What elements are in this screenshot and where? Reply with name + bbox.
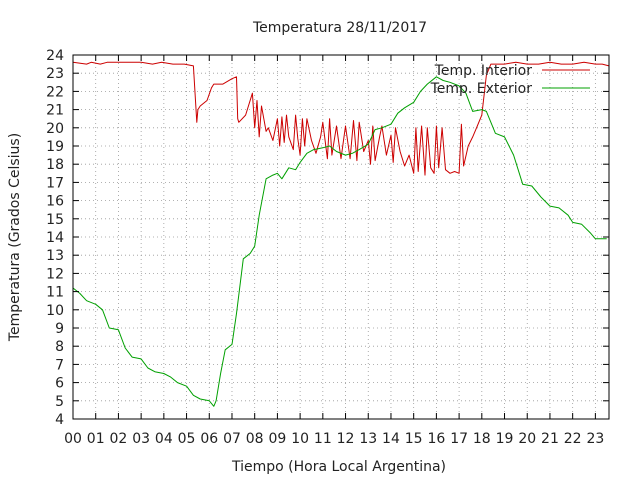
x-tick-label: 03	[132, 431, 150, 447]
legend-label-exterior: Temp. Exterior	[430, 81, 533, 97]
y-tick-label: 24	[46, 48, 64, 64]
x-tick-label: 07	[223, 431, 241, 447]
x-tick-label: 19	[496, 431, 514, 447]
y-tick-label: 21	[46, 103, 64, 119]
x-tick-label: 05	[178, 431, 196, 447]
legend-label-interior: Temp. Interior	[434, 63, 533, 79]
y-tick-label: 11	[46, 285, 64, 301]
y-tick-label: 17	[46, 175, 64, 191]
x-tick-label: 02	[110, 431, 128, 447]
y-tick-label: 12	[46, 266, 64, 282]
y-tick-label: 16	[46, 194, 64, 210]
y-axis-label: Temperatura (Grados Celsius)	[7, 133, 23, 342]
x-tick-label: 22	[564, 431, 582, 447]
x-tick-label: 12	[337, 431, 355, 447]
series-layer	[72, 61, 610, 407]
x-tick-label: 16	[427, 431, 445, 447]
x-tick-label: 09	[268, 431, 286, 447]
series-line-0	[72, 61, 610, 176]
y-tick-label: 7	[55, 357, 64, 373]
y-tick-label: 14	[46, 230, 64, 246]
y-tick-label: 9	[55, 321, 64, 337]
x-tick-label: 23	[586, 431, 604, 447]
y-tick-label: 13	[46, 248, 64, 264]
y-tick-label: 5	[55, 394, 64, 410]
chart-title: Temperatura 28/11/2017	[252, 20, 427, 36]
y-tick-label: 22	[46, 84, 64, 100]
legend: Temp. Interior Temp. Exterior	[430, 63, 590, 97]
tick-marks	[72, 54, 609, 420]
y-tick-label: 23	[46, 66, 64, 82]
y-tick-label: 15	[46, 212, 64, 228]
x-tick-label: 17	[450, 431, 468, 447]
x-tick-label: 11	[314, 431, 332, 447]
y-tick-label: 20	[46, 121, 64, 137]
x-tick-label: 14	[382, 431, 400, 447]
series-line-1	[72, 76, 607, 407]
x-tick-label: 00	[64, 431, 82, 447]
y-tick-label: 18	[46, 157, 64, 173]
x-axis-label: Tiempo (Hora Local Argentina)	[231, 459, 446, 475]
x-tick-label: 10	[291, 431, 309, 447]
x-tick-label: 01	[87, 431, 105, 447]
y-tick-label: 8	[55, 339, 64, 355]
x-tick-label: 20	[518, 431, 536, 447]
x-tick-label: 21	[541, 431, 559, 447]
x-tick-label: 18	[473, 431, 491, 447]
x-tick-label: 08	[246, 431, 264, 447]
x-tick-label: 15	[405, 431, 423, 447]
x-tick-label: 06	[200, 431, 218, 447]
y-tick-label: 10	[46, 303, 64, 319]
x-tick-label: 13	[359, 431, 377, 447]
y-tick-label: 4	[55, 412, 64, 428]
y-tick-label: 6	[55, 376, 64, 392]
y-tick-label: 19	[46, 139, 64, 155]
x-tick-label: 04	[155, 431, 173, 447]
grid-lines	[73, 55, 609, 419]
